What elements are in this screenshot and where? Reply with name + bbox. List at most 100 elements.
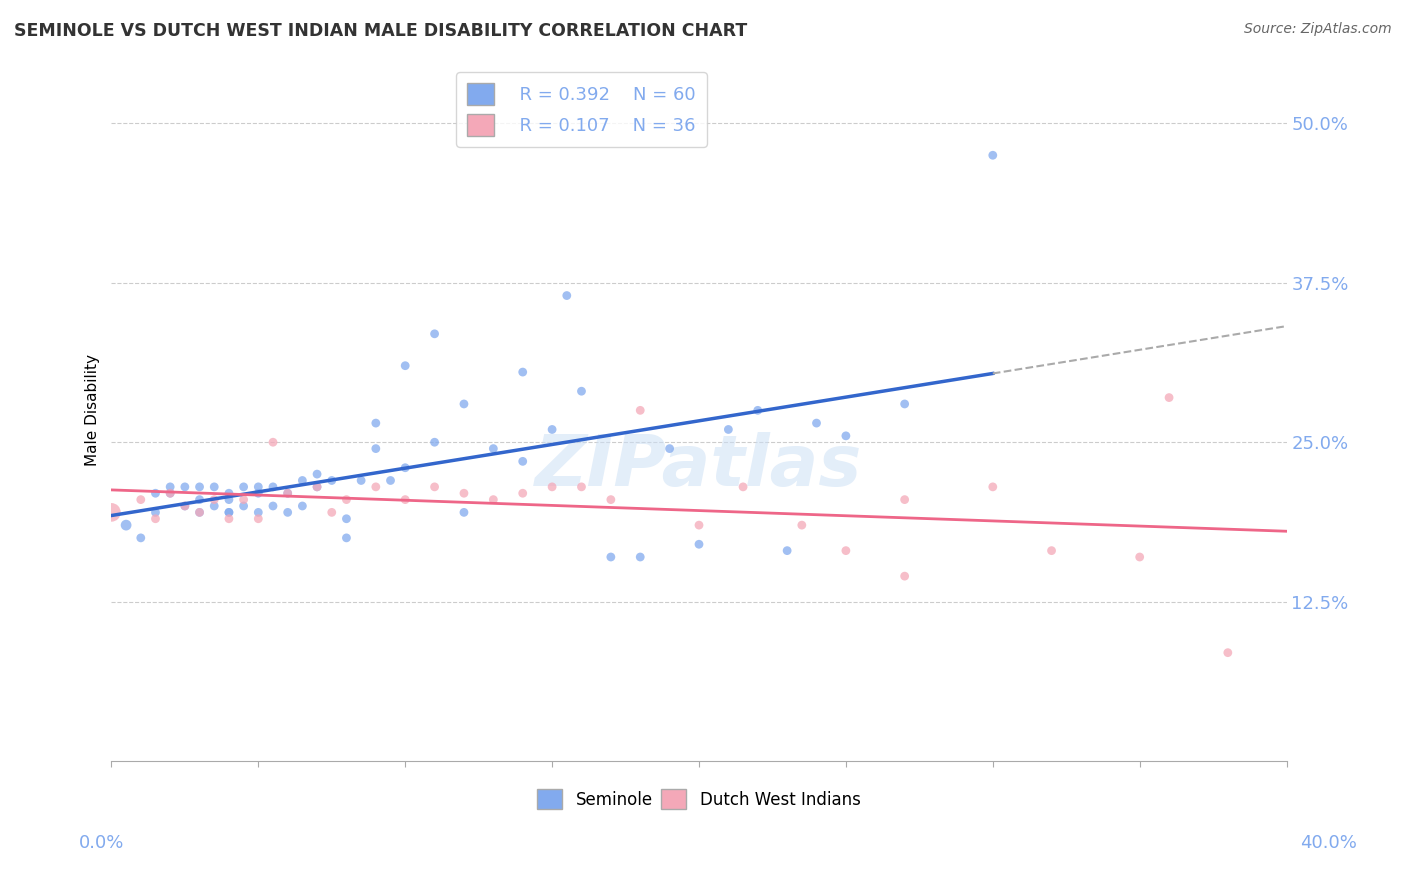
Point	[145, 505, 167, 519]
Point	[335, 531, 357, 545]
Point	[1157, 391, 1180, 405]
Text: 40.0%: 40.0%	[1301, 834, 1357, 852]
Point	[806, 416, 828, 430]
Point	[218, 505, 240, 519]
Point	[202, 492, 225, 507]
Point	[202, 480, 225, 494]
Point	[129, 492, 152, 507]
Point	[893, 397, 915, 411]
Point	[1216, 646, 1239, 660]
Point	[321, 474, 343, 488]
Point	[482, 442, 505, 456]
Point	[307, 467, 329, 482]
Point	[159, 486, 181, 500]
Point	[893, 492, 915, 507]
Point	[277, 486, 299, 500]
Legend: Seminole, Dutch West Indians: Seminole, Dutch West Indians	[531, 782, 868, 816]
Point	[555, 288, 578, 302]
Text: ZIPatlas: ZIPatlas	[536, 432, 863, 501]
Point	[571, 480, 593, 494]
Point	[335, 512, 357, 526]
Point	[380, 474, 402, 488]
Point	[350, 474, 373, 488]
Point	[628, 549, 651, 564]
Point	[335, 492, 357, 507]
Point	[394, 460, 416, 475]
Point	[188, 505, 211, 519]
Point	[218, 512, 240, 526]
Point	[247, 480, 270, 494]
Point	[159, 486, 181, 500]
Point	[247, 512, 270, 526]
Point	[247, 486, 270, 500]
Point	[688, 518, 710, 533]
Point	[364, 442, 387, 456]
Point	[159, 480, 181, 494]
Point	[145, 512, 167, 526]
Point	[173, 499, 195, 513]
Point	[599, 549, 621, 564]
Point	[262, 480, 284, 494]
Point	[291, 499, 314, 513]
Point	[571, 384, 593, 399]
Point	[423, 326, 446, 341]
Point	[262, 499, 284, 513]
Point	[173, 499, 195, 513]
Point	[129, 531, 152, 545]
Text: 0.0%: 0.0%	[79, 834, 124, 852]
Point	[512, 365, 534, 379]
Point	[145, 486, 167, 500]
Point	[247, 505, 270, 519]
Point	[218, 505, 240, 519]
Point	[291, 474, 314, 488]
Point	[277, 486, 299, 500]
Text: Source: ZipAtlas.com: Source: ZipAtlas.com	[1244, 22, 1392, 37]
Point	[731, 480, 754, 494]
Text: SEMINOLE VS DUTCH WEST INDIAN MALE DISABILITY CORRELATION CHART: SEMINOLE VS DUTCH WEST INDIAN MALE DISAB…	[14, 22, 748, 40]
Point	[394, 492, 416, 507]
Point	[512, 454, 534, 468]
Point	[981, 148, 1004, 162]
Point	[423, 435, 446, 450]
Point	[232, 480, 254, 494]
Point	[218, 486, 240, 500]
Point	[790, 518, 813, 533]
Point	[628, 403, 651, 417]
Point	[394, 359, 416, 373]
Point	[717, 422, 740, 436]
Point	[835, 543, 858, 558]
Point	[321, 505, 343, 519]
Point	[188, 480, 211, 494]
Point	[1040, 543, 1063, 558]
Point	[307, 480, 329, 494]
Point	[364, 480, 387, 494]
Point	[423, 480, 446, 494]
Point	[688, 537, 710, 551]
Point	[188, 492, 211, 507]
Point	[232, 492, 254, 507]
Point	[981, 480, 1004, 494]
Point	[512, 486, 534, 500]
Point	[202, 499, 225, 513]
Point	[364, 416, 387, 430]
Point	[277, 505, 299, 519]
Point	[453, 397, 475, 411]
Point	[541, 422, 564, 436]
Point	[776, 543, 799, 558]
Point	[218, 492, 240, 507]
Point	[1129, 549, 1152, 564]
Point	[893, 569, 915, 583]
Point	[100, 505, 122, 519]
Point	[482, 492, 505, 507]
Point	[173, 480, 195, 494]
Point	[541, 480, 564, 494]
Point	[188, 505, 211, 519]
Point	[453, 486, 475, 500]
Point	[115, 518, 138, 533]
Point	[835, 429, 858, 443]
Point	[307, 480, 329, 494]
Y-axis label: Male Disability: Male Disability	[86, 354, 100, 467]
Point	[599, 492, 621, 507]
Point	[747, 403, 769, 417]
Point	[658, 442, 681, 456]
